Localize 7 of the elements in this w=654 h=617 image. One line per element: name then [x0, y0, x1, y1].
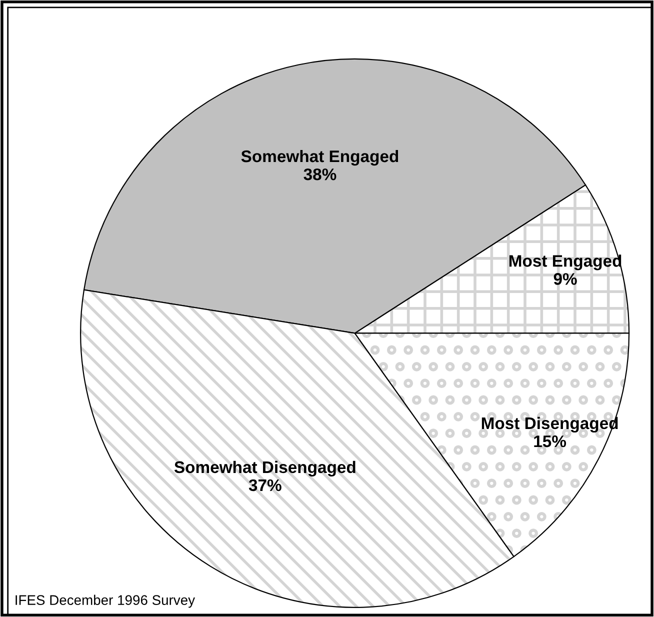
- slice-label: Somewhat Engaged: [241, 150, 398, 166]
- slice-label: Somewhat Disengaged: [174, 460, 356, 476]
- data-label: 37%: [248, 479, 282, 492]
- data-label: 38%: [304, 168, 336, 180]
- text: IFES December 1996 Survey: [16, 594, 195, 608]
- data-label: 9%: [554, 273, 577, 285]
- data-label: 15%: [534, 435, 566, 448]
